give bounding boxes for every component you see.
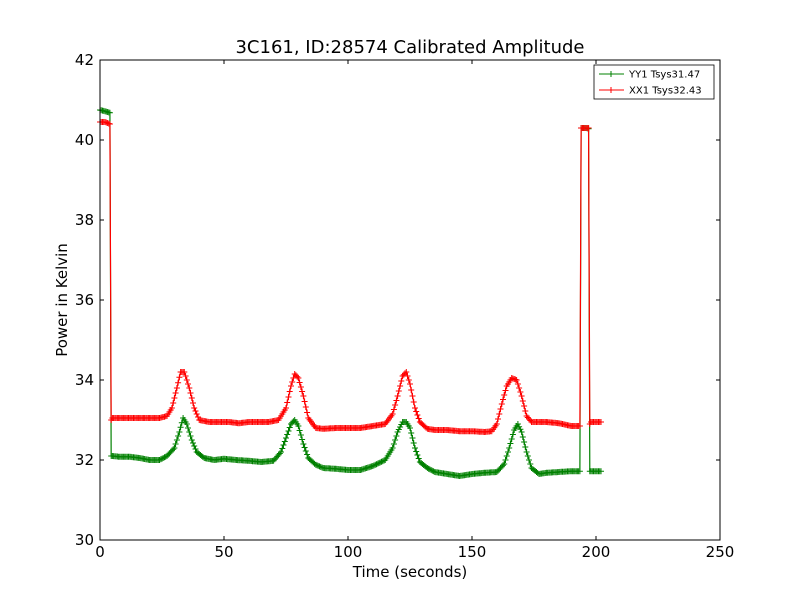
legend-marker-yy1	[608, 71, 614, 77]
x-axis-label: Time (seconds)	[352, 563, 468, 581]
legend-box	[593, 64, 715, 100]
legend-marker-xx1	[608, 87, 614, 93]
y-tick-label: 34	[75, 371, 94, 389]
legend-label-xx1: XX1 Tsys32.43	[629, 86, 702, 97]
y-tick-label: 36	[75, 291, 94, 309]
y-tick-label: 30	[75, 531, 94, 549]
series-layer	[97, 107, 604, 479]
y-axis-ticks: 30 32 34 36 38 40 42	[75, 51, 720, 549]
series-xx1	[97, 119, 604, 435]
legend-label-yy1: YY1 Tsys31.47	[628, 70, 700, 81]
x-tick-label: 200	[582, 543, 611, 561]
x-tick-label: 50	[214, 543, 233, 561]
y-tick-label: 32	[75, 451, 94, 469]
legend: YY1 Tsys31.47 XX1 Tsys32.43	[593, 64, 715, 100]
plot-area	[100, 60, 720, 540]
x-tick-label: 100	[334, 543, 363, 561]
x-tick-label: 150	[458, 543, 487, 561]
y-tick-label: 42	[75, 51, 94, 69]
y-tick-label: 38	[75, 211, 94, 229]
y-tick-label: 40	[75, 131, 94, 149]
x-tick-label: 250	[706, 543, 735, 561]
y-axis-label: Power in Kelvin	[53, 243, 71, 357]
chart-title: 3C161, ID:28574 Calibrated Amplitude	[235, 37, 584, 58]
x-tick-label: 0	[95, 543, 105, 561]
x-axis-ticks: 0 50 100 150 200 250	[95, 60, 734, 561]
